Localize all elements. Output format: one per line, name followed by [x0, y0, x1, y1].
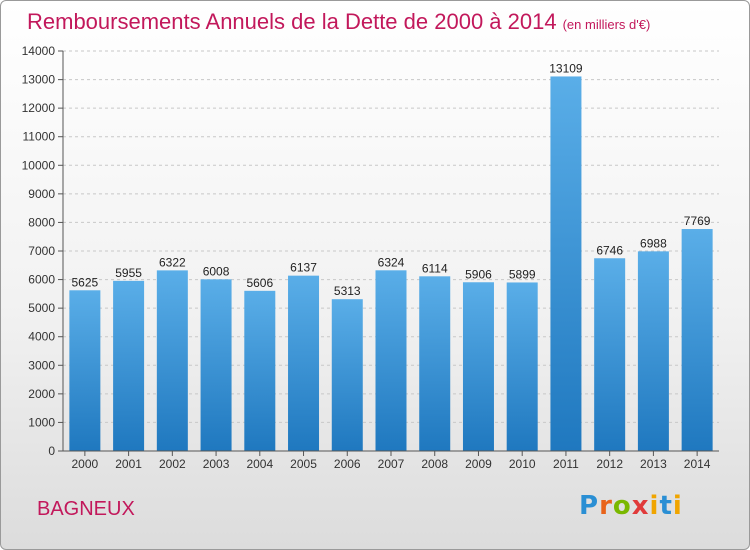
- bar-2014[interactable]: [681, 229, 713, 451]
- data-label-2009: 5906: [465, 267, 492, 281]
- y-tick-label-11000: 11000: [23, 130, 56, 144]
- bar-2013[interactable]: [637, 251, 669, 451]
- bar-2005[interactable]: [288, 275, 320, 451]
- y-tick-label-10000: 10000: [22, 158, 56, 172]
- x-axis-ticks: 2000 2001 2002 2003 2004 2005 2006 2007 2008 2009…: [72, 451, 711, 471]
- x-tick-label-2009: 2009: [465, 457, 492, 471]
- data-label-2011: 13109: [549, 61, 583, 75]
- x-tick-label-2004: 2004: [246, 457, 273, 471]
- x-tick-label-2008: 2008: [421, 457, 448, 471]
- chart-title: Remboursements Annuels de la Dette de 20…: [27, 9, 650, 35]
- data-label-2004: 5606: [246, 276, 273, 290]
- x-tick-label-2014: 2014: [684, 457, 711, 471]
- bars: [69, 76, 713, 451]
- bar-2008[interactable]: [419, 276, 451, 451]
- x-tick-label-2011: 2011: [553, 457, 579, 471]
- data-label-2003: 6008: [203, 264, 230, 278]
- y-tick-label-3000: 3000: [28, 358, 55, 372]
- y-tick-label-6000: 6000: [28, 273, 55, 287]
- y-tick-label-0: 0: [48, 444, 55, 458]
- x-tick-label-2006: 2006: [334, 457, 361, 471]
- bar-2001[interactable]: [113, 280, 145, 451]
- chart-title-text: Remboursements Annuels de la Dette de 20…: [27, 9, 557, 34]
- data-label-2014: 7769: [684, 214, 711, 228]
- data-label-2002: 6322: [159, 255, 186, 269]
- data-label-2012: 6746: [596, 243, 623, 257]
- data-label-2010: 5899: [509, 267, 536, 281]
- bar-2003[interactable]: [200, 279, 232, 451]
- y-tick-label-7000: 7000: [28, 244, 55, 258]
- data-label-2000: 5625: [72, 275, 99, 289]
- bar-2000[interactable]: [69, 290, 101, 451]
- x-tick-label-2000: 2000: [72, 457, 99, 471]
- bar-2007[interactable]: [375, 270, 407, 451]
- y-axis-ticks: 0 1000 2000 3000 4000 5000 6000 7000 8000 9000 100…: [22, 44, 63, 458]
- x-tick-label-2001: 2001: [115, 457, 142, 471]
- data-label-2013: 6988: [640, 236, 667, 250]
- data-label-2005: 6137: [290, 261, 317, 275]
- y-tick-label-14000: 14000: [22, 44, 56, 58]
- bar-2009[interactable]: [462, 282, 494, 451]
- proxiti-logo[interactable]: Proxiti: [579, 491, 683, 521]
- bar-2012[interactable]: [594, 258, 626, 451]
- x-tick-label-2003: 2003: [203, 457, 230, 471]
- bar-2002[interactable]: [156, 270, 188, 451]
- x-tick-label-2007: 2007: [378, 457, 405, 471]
- y-tick-label-1000: 1000: [28, 415, 55, 429]
- unit-label: (en milliers d'€): [562, 17, 651, 32]
- y-tick-label-13000: 13000: [22, 73, 56, 87]
- x-tick-label-2013: 2013: [640, 457, 667, 471]
- x-tick-label-2005: 2005: [290, 457, 317, 471]
- bar-2011[interactable]: [550, 76, 582, 451]
- data-label-2008: 6114: [422, 261, 448, 275]
- y-tick-label-12000: 12000: [22, 101, 56, 115]
- bar-2006[interactable]: [331, 299, 363, 451]
- bar-2010[interactable]: [506, 282, 538, 451]
- data-label-2007: 6324: [378, 255, 405, 269]
- data-label-2001: 5955: [115, 266, 142, 280]
- city-name: BAGNEUX: [37, 498, 135, 520]
- y-tick-label-4000: 4000: [28, 330, 55, 344]
- bar-2004[interactable]: [244, 290, 276, 451]
- x-tick-label-2002: 2002: [159, 457, 186, 471]
- x-tick-label-2012: 2012: [596, 457, 623, 471]
- x-tick-label-2010: 2010: [509, 457, 536, 471]
- y-tick-label-5000: 5000: [28, 301, 55, 315]
- y-tick-label-8000: 8000: [28, 215, 55, 229]
- data-label-2006: 5313: [334, 284, 361, 298]
- y-tick-label-2000: 2000: [28, 387, 55, 401]
- data-labels: 5625 5955 6322 6008 5606 6137 5313 6324 6114 5906…: [72, 61, 711, 298]
- y-tick-label-9000: 9000: [28, 187, 55, 201]
